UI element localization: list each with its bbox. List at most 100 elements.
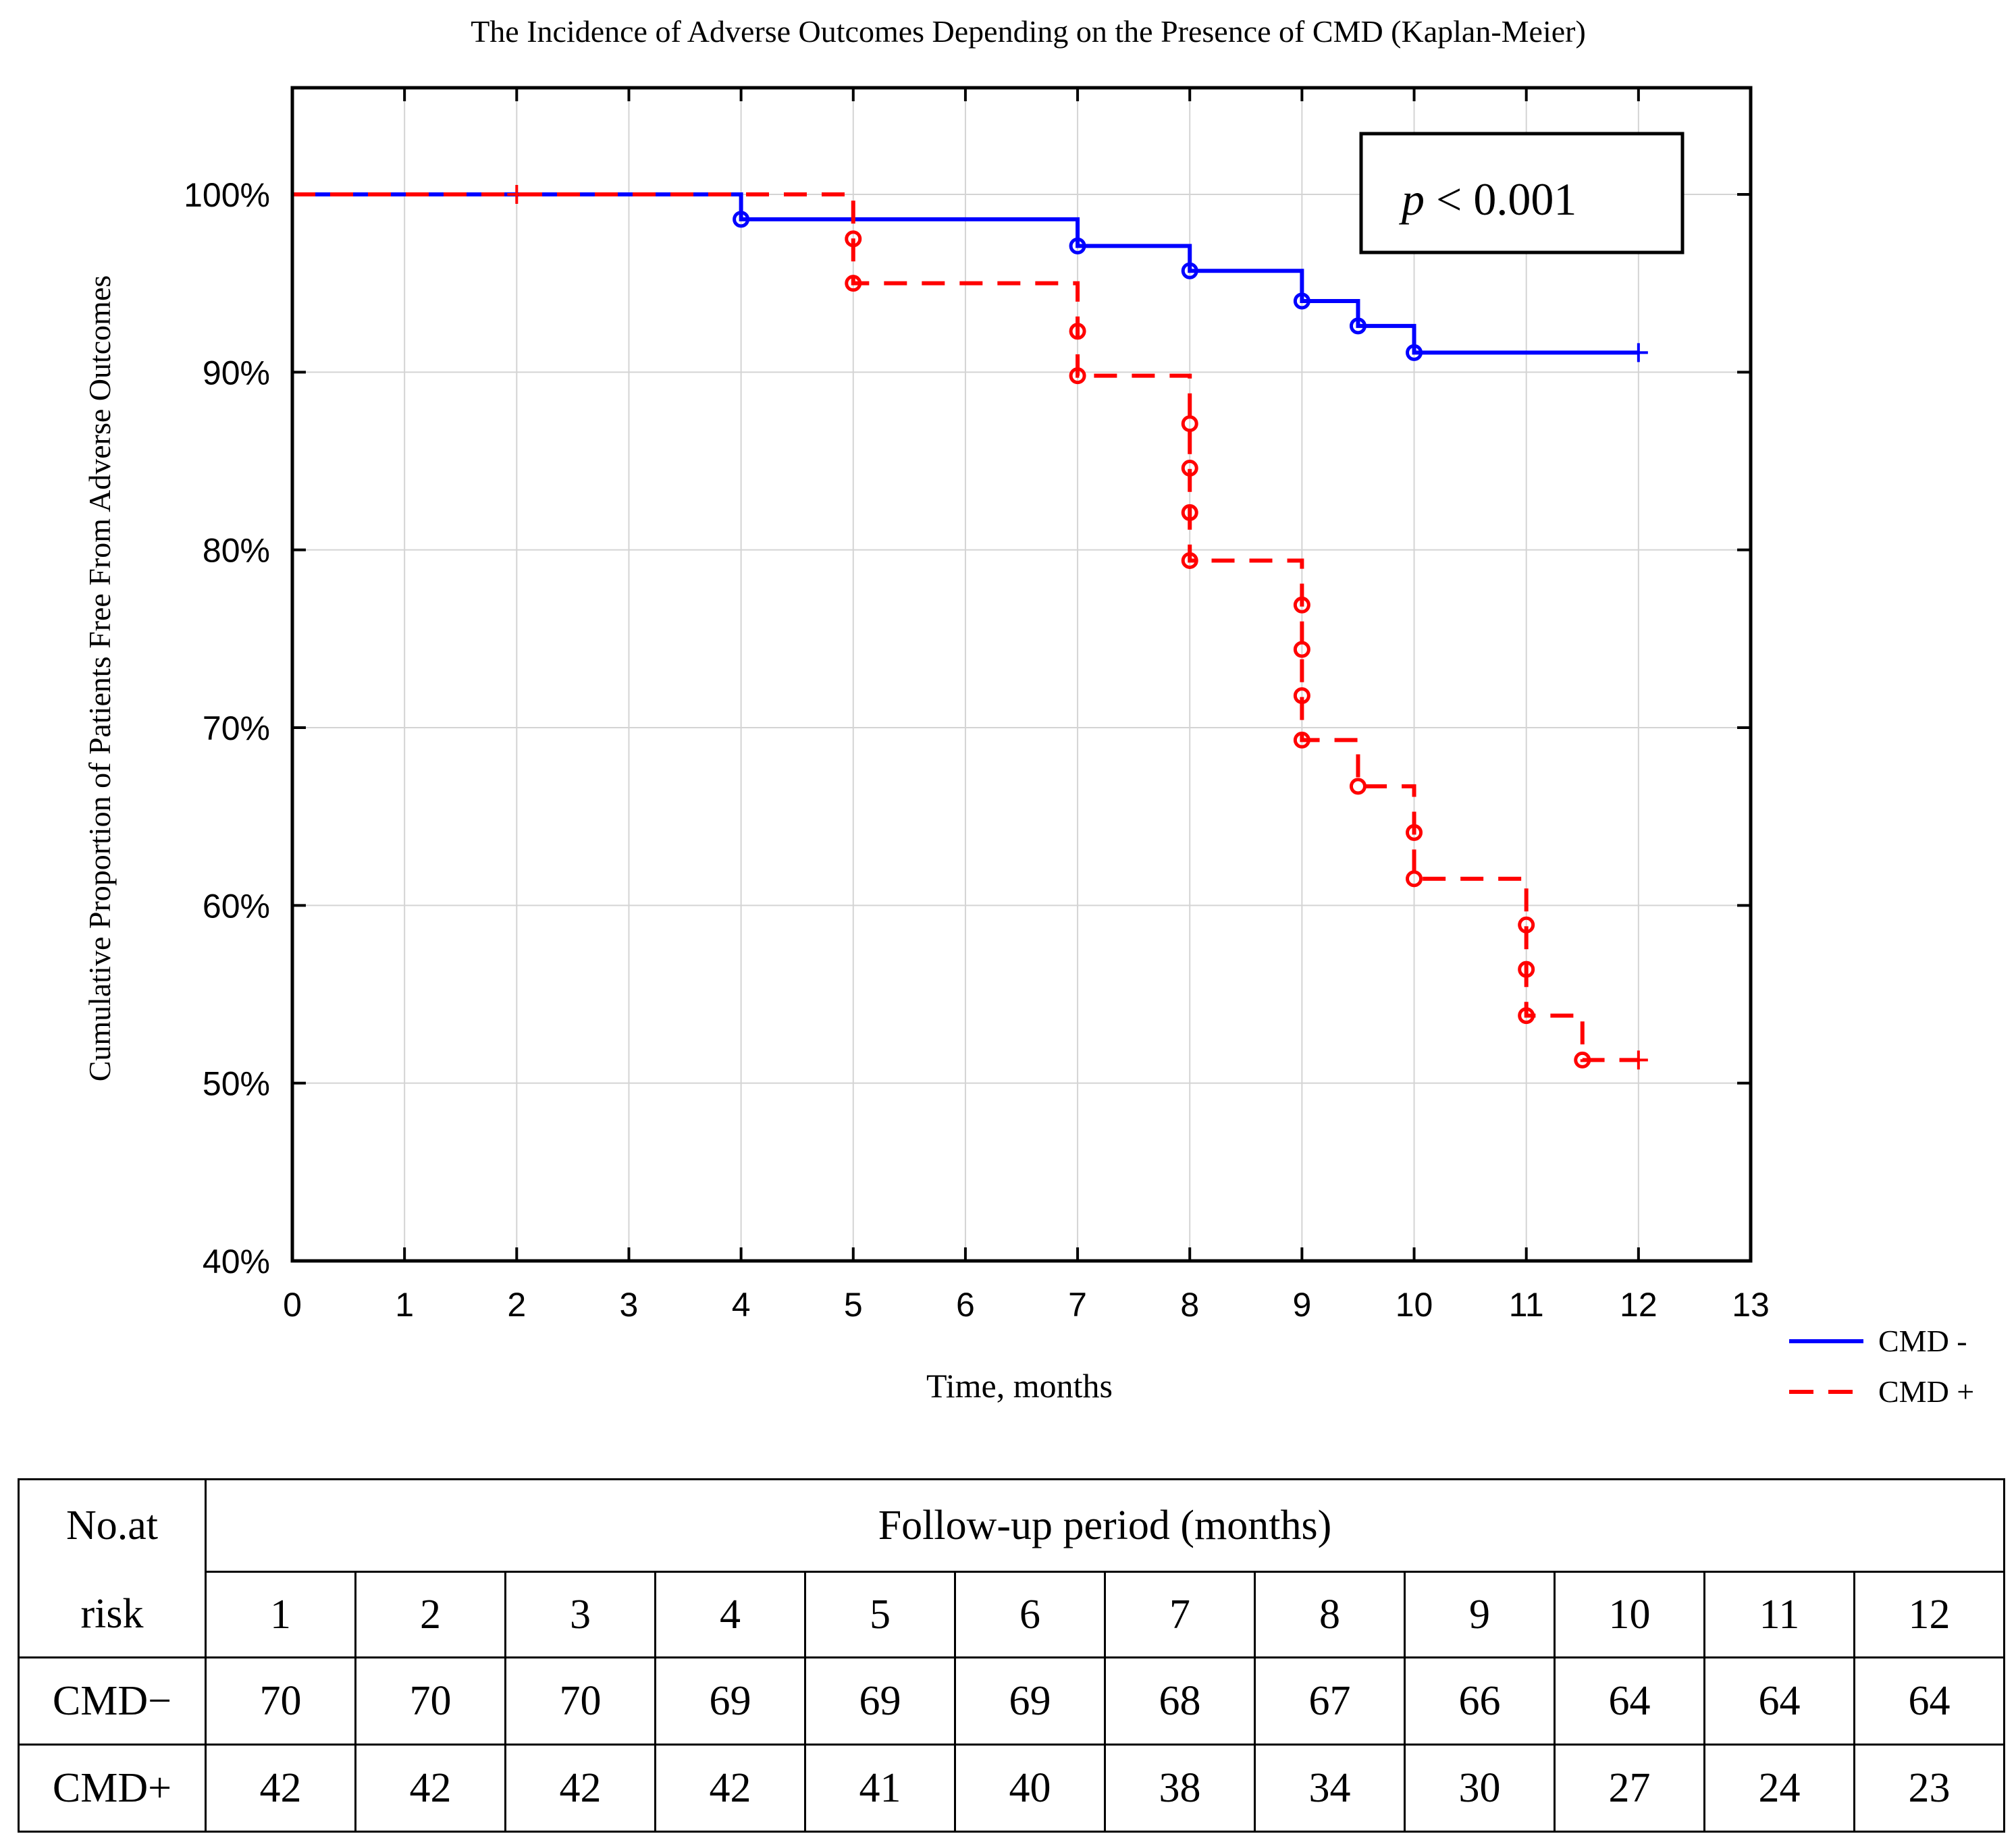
x-tick-label: 6 bbox=[956, 1286, 975, 1324]
event-point-cmd-pos bbox=[1406, 870, 1423, 888]
x-tick-label: 5 bbox=[844, 1286, 863, 1324]
month-header-cell: 4 bbox=[654, 1571, 806, 1658]
risk-cell: 69 bbox=[654, 1656, 806, 1746]
event-point-cmd-pos bbox=[1181, 504, 1198, 521]
event-point-cmd-pos bbox=[1293, 641, 1310, 658]
x-tick-label: 4 bbox=[732, 1286, 751, 1324]
risk-cell: 40 bbox=[954, 1744, 1106, 1833]
y-tick-label: 80% bbox=[203, 532, 270, 570]
month-header-cell: 5 bbox=[804, 1571, 956, 1658]
x-axis-label: Time, months bbox=[926, 1367, 1113, 1405]
y-tick-label: 70% bbox=[203, 709, 270, 747]
x-tick-label: 3 bbox=[620, 1286, 639, 1324]
x-tick-label: 7 bbox=[1068, 1286, 1087, 1324]
y-axis-label: Cumulative Proportion of Patients Free F… bbox=[82, 275, 117, 1082]
p-value-box: p < 0.001 bbox=[1359, 132, 1685, 254]
p-value-frame bbox=[1359, 132, 1685, 254]
event-point-cmd-pos bbox=[1181, 460, 1198, 477]
month-header-cell: 8 bbox=[1254, 1571, 1406, 1658]
month-header-cell: 12 bbox=[1853, 1571, 2005, 1658]
risk-cell: 24 bbox=[1703, 1744, 1855, 1833]
event-point-cmd-pos bbox=[1518, 1007, 1535, 1025]
legend-label-cmd-neg: CMD - bbox=[1878, 1324, 1967, 1358]
event-point-cmd-pos bbox=[1293, 596, 1310, 614]
risk-cell: 68 bbox=[1104, 1656, 1256, 1746]
risk-cell: 70 bbox=[504, 1656, 656, 1746]
event-point-cmd-pos bbox=[1293, 687, 1310, 705]
y-tick-label: 60% bbox=[203, 887, 270, 925]
risk-cell: 27 bbox=[1554, 1744, 1705, 1833]
event-point-cmd-pos bbox=[1181, 551, 1198, 569]
x-tick-label: 10 bbox=[1396, 1286, 1433, 1324]
risk-cell: 64 bbox=[1703, 1656, 1855, 1746]
x-tick-label: 2 bbox=[507, 1286, 526, 1324]
risk-cell: 42 bbox=[354, 1744, 506, 1833]
event-point-cmd-neg bbox=[733, 211, 750, 228]
km-line-cmd-neg bbox=[292, 192, 1639, 355]
event-point-cmd-pos bbox=[1518, 916, 1535, 934]
risk-cell: 67 bbox=[1254, 1656, 1406, 1746]
risk-row-label-cmd-pos: CMD+ bbox=[18, 1744, 207, 1833]
risk-cell: 70 bbox=[354, 1656, 506, 1746]
risk-row-label-cmd-neg: CMD− bbox=[18, 1656, 207, 1746]
series-cmd-pos bbox=[292, 185, 1648, 1070]
event-point-cmd-neg bbox=[1181, 262, 1198, 279]
risk-cell: 64 bbox=[1853, 1656, 2005, 1746]
event-point-cmd-pos bbox=[1293, 731, 1310, 749]
risk-header: Follow-up period (months) bbox=[205, 1478, 2005, 1573]
risk-cell: 41 bbox=[804, 1744, 956, 1833]
event-point-cmd-pos bbox=[1406, 824, 1423, 841]
event-point-cmd-pos bbox=[1349, 778, 1367, 795]
month-header-cell: 10 bbox=[1554, 1571, 1705, 1658]
series-cmd-neg bbox=[292, 192, 1648, 362]
risk-corner-line2: risk bbox=[18, 1571, 207, 1658]
x-tick-label: 8 bbox=[1180, 1286, 1199, 1324]
y-tick-label: 90% bbox=[203, 354, 270, 392]
month-header-cell: 7 bbox=[1104, 1571, 1256, 1658]
censor-mark-cmd-pos bbox=[507, 185, 527, 204]
risk-cell: 42 bbox=[654, 1744, 806, 1833]
event-point-cmd-pos bbox=[1518, 961, 1535, 978]
legend: CMD - CMD + bbox=[1789, 1324, 1974, 1409]
risk-cell: 38 bbox=[1104, 1744, 1256, 1833]
event-point-cmd-neg bbox=[1406, 344, 1423, 361]
event-point-cmd-pos bbox=[1069, 367, 1086, 385]
chart-title: The Incidence of Adverse Outcomes Depend… bbox=[471, 14, 1586, 49]
event-point-cmd-pos bbox=[1069, 323, 1086, 340]
x-tick-label: 13 bbox=[1732, 1286, 1770, 1324]
x-tick-label: 9 bbox=[1292, 1286, 1311, 1324]
month-header-cell: 6 bbox=[954, 1571, 1106, 1658]
month-header-cell: 11 bbox=[1703, 1571, 1855, 1658]
risk-corner-line1: No.at bbox=[18, 1478, 207, 1572]
grid bbox=[292, 88, 1751, 1261]
y-tick-label: 100% bbox=[184, 176, 270, 214]
svg-text:p < 0.001: p < 0.001 bbox=[1399, 173, 1576, 225]
x-tick-label: 12 bbox=[1620, 1286, 1657, 1324]
plot-frame bbox=[290, 86, 1753, 1263]
month-header-cell: 3 bbox=[504, 1571, 656, 1658]
km-chart: The Incidence of Adverse Outcomes Depend… bbox=[82, 14, 1974, 1409]
month-header-cell: 1 bbox=[205, 1571, 356, 1658]
event-point-cmd-neg bbox=[1293, 292, 1310, 310]
x-tick-label: 0 bbox=[283, 1286, 302, 1324]
x-tick-label: 11 bbox=[1509, 1286, 1544, 1324]
p-value-text: < 0.001 bbox=[1425, 173, 1576, 225]
event-point-cmd-pos bbox=[845, 230, 862, 248]
event-point-cmd-neg bbox=[1069, 237, 1086, 254]
p-value-symbol: p bbox=[1399, 173, 1425, 225]
risk-cell: 30 bbox=[1404, 1744, 1556, 1833]
risk-cell: 42 bbox=[205, 1744, 356, 1833]
event-point-cmd-pos bbox=[845, 275, 862, 292]
series-layer bbox=[292, 185, 1648, 1070]
risk-cell: 23 bbox=[1853, 1744, 2005, 1833]
risk-cell: 69 bbox=[804, 1656, 956, 1746]
event-point-cmd-neg bbox=[1349, 317, 1367, 335]
risk-cell: 69 bbox=[954, 1656, 1106, 1746]
risk-cell: 34 bbox=[1254, 1744, 1406, 1833]
month-header-cell: 2 bbox=[354, 1571, 506, 1658]
event-point-cmd-pos bbox=[1181, 415, 1198, 433]
month-header-cell: 9 bbox=[1404, 1571, 1556, 1658]
km-line-cmd-pos bbox=[292, 192, 1639, 1062]
y-tick-label: 50% bbox=[203, 1065, 270, 1103]
